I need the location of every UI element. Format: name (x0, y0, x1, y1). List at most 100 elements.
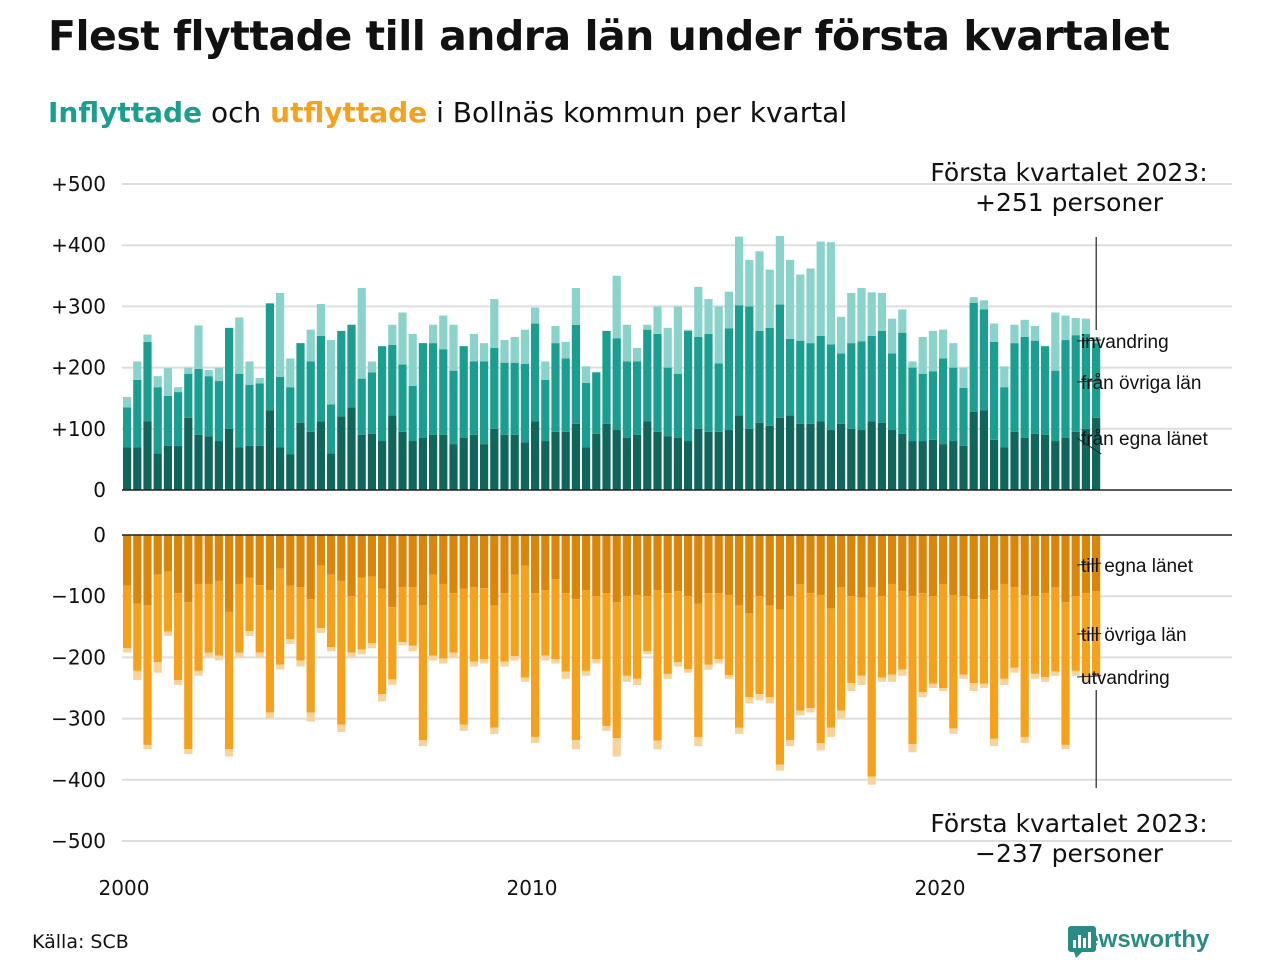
y-tick-label: −100 (51, 584, 106, 608)
bar-in-egna (347, 407, 356, 490)
bar-in-ovriga (990, 341, 999, 440)
bar-in-egna (867, 421, 876, 490)
bar-in-egna (541, 441, 550, 490)
bar-out-utvandring (796, 710, 805, 716)
y-tick-label: +500 (51, 172, 106, 196)
bar-in-ovriga (1061, 340, 1070, 438)
bar-out-egna (418, 535, 427, 606)
bar-in-invandring (235, 317, 244, 374)
bar-out-ovriga (857, 597, 866, 676)
bar-out-utvandring (194, 670, 203, 676)
bar-out-egna (367, 535, 376, 577)
bar-out-ovriga (143, 605, 152, 745)
bar-in-ovriga (265, 303, 274, 411)
bar-in-ovriga (429, 343, 438, 435)
label-fran-egna-lanet-leader (1076, 437, 1102, 455)
bar-in-invandring (286, 358, 295, 388)
bar-in-egna (918, 441, 927, 490)
bar-out-egna (969, 535, 978, 600)
bar-in-egna (643, 421, 652, 490)
bar-out-utvandring (724, 675, 733, 679)
bar-in-egna (214, 441, 223, 490)
bar-out-ovriga (449, 593, 458, 653)
bar-out-utvandring (510, 656, 519, 661)
bar-in-ovriga (826, 344, 835, 431)
bar-in-invandring (959, 367, 968, 388)
bar-out-ovriga (388, 607, 397, 680)
bar-out-utvandring (429, 655, 438, 661)
bar-in-egna (408, 441, 417, 490)
bar-out-utvandring (1051, 671, 1060, 676)
bar-in-ovriga (939, 358, 948, 445)
bar-out-ovriga (327, 574, 336, 647)
bar-out-utvandring (582, 670, 591, 676)
bar-out-egna (225, 535, 234, 612)
bar-in-invandring (582, 366, 591, 383)
bar-out-egna (806, 535, 815, 594)
bar-out-ovriga (898, 591, 907, 670)
bar-in-invandring (214, 367, 223, 382)
bar-out-egna (490, 535, 499, 606)
top-summary-line1: Första kvartalet 2023: (930, 158, 1207, 187)
bar-in-egna (908, 441, 917, 490)
bar-out-egna (204, 535, 213, 584)
bar-out-ovriga (551, 579, 560, 660)
bar-in-ovriga (449, 370, 458, 445)
bar-out-ovriga (286, 585, 295, 640)
bar-out-egna (796, 535, 805, 584)
bar-in-egna (714, 431, 723, 490)
bar-out-ovriga (1081, 593, 1090, 677)
bar-out-ovriga (408, 587, 417, 646)
bar-in-invandring (857, 288, 866, 342)
bar-out-utvandring (826, 727, 835, 737)
bar-out-utvandring (949, 728, 958, 734)
bar-in-invandring (786, 259, 795, 339)
bar-out-utvandring (714, 659, 723, 664)
bar-in-egna (418, 437, 427, 490)
bar-in-egna (765, 425, 774, 490)
bar-in-ovriga (398, 364, 407, 432)
bar-out-ovriga (806, 593, 815, 709)
bar-out-egna (928, 535, 937, 597)
bar-out-egna (276, 535, 285, 569)
bar-out-utvandring (469, 661, 478, 667)
bar-in-egna (1000, 447, 1009, 490)
bar-in-ovriga (255, 383, 264, 446)
bar-out-ovriga (724, 594, 733, 676)
bar-out-egna (459, 535, 468, 589)
bar-out-egna (959, 535, 968, 597)
x-tick-label: 2010 (507, 876, 558, 900)
bar-in-invandring (429, 324, 438, 344)
bar-in-invandring (714, 306, 723, 364)
bar-in-ovriga (898, 332, 907, 434)
bar-in-egna (959, 445, 968, 490)
bar-out-ovriga (877, 596, 886, 678)
bar-out-egna (898, 535, 907, 592)
bar-out-egna (612, 535, 621, 603)
bar-in-invandring (939, 329, 948, 359)
bar-in-egna (969, 411, 978, 490)
bar-out-ovriga (633, 594, 642, 679)
bar-out-utvandring (745, 697, 754, 704)
bar-out-utvandring (622, 675, 631, 682)
bar-out-ovriga (867, 587, 876, 777)
bar-in-invandring (755, 251, 764, 331)
bar-in-egna (480, 444, 489, 490)
bar-in-ovriga (612, 338, 621, 431)
y-tick-label: 0 (93, 523, 106, 547)
bar-in-egna (612, 430, 621, 490)
bar-out-utvandring (214, 655, 223, 661)
bar-out-egna (592, 535, 601, 597)
bar-in-ovriga (480, 361, 489, 445)
label-utvandring-leader (1076, 675, 1102, 678)
bar-out-utvandring (296, 660, 305, 667)
bar-out-utvandring (204, 652, 213, 658)
brand[interactable]: Newsworthy (1068, 926, 1209, 958)
bar-in-ovriga (459, 346, 468, 438)
bar-in-egna (694, 428, 703, 490)
bar-out-egna (602, 535, 611, 594)
bar-out-utvandring (735, 727, 744, 734)
x-tick-label: 2020 (915, 876, 966, 900)
bar-in-egna (276, 447, 285, 490)
